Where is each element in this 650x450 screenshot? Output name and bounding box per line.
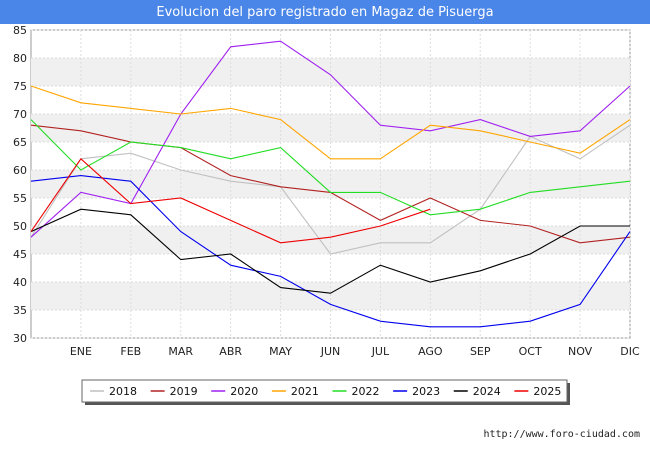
x-tick-label: JUL: [371, 345, 390, 358]
legend-label-2020: 2020: [230, 385, 258, 398]
y-tick-label: 85: [13, 24, 27, 37]
x-tick-label: OCT: [519, 345, 542, 358]
legend-box: [81, 379, 568, 403]
x-tick-label: NOV: [568, 345, 593, 358]
x-tick-label: MAR: [168, 345, 193, 358]
y-tick-label: 30: [13, 332, 27, 345]
footer-url: http://www.foro-ciudad.com: [483, 429, 640, 440]
x-tick-label: FEB: [120, 345, 141, 358]
legend-label-2021: 2021: [291, 385, 319, 398]
series-line-2024: [30, 208, 630, 294]
y-tick-label: 75: [13, 80, 27, 93]
x-tick-label: MAY: [269, 345, 292, 358]
series-line-2022: [30, 119, 631, 216]
legend-label-2023: 2023: [412, 385, 440, 398]
legend: 2018 2019 2020 2021 2022 2023 2024 2025: [81, 379, 570, 405]
x-tick-label: JUN: [320, 345, 341, 358]
legend-label-2019: 2019: [170, 385, 198, 398]
legend-label-2022: 2022: [352, 385, 380, 398]
x-axis: ENE FEB MAR ABR MAY JUN JUL AGO SEP OCT NOV DIC: [70, 345, 640, 358]
y-tick-label: 70: [13, 108, 27, 121]
y-tick-label: 40: [13, 276, 27, 289]
y-tick-label: 60: [13, 164, 27, 177]
y-tick-label: 65: [13, 136, 27, 149]
series-line-2023: [30, 175, 631, 328]
series-line-2021: [30, 85, 631, 160]
x-tick-label: AGO: [418, 345, 443, 358]
y-tick-label: 35: [13, 304, 27, 317]
x-tick-label: SEP: [470, 345, 491, 358]
series-lines: [30, 40, 631, 328]
series-line-2025: [30, 157, 431, 244]
y-tick-label: 55: [13, 192, 27, 205]
y-tick-label: 45: [13, 248, 27, 261]
x-tick-label: ENE: [70, 345, 92, 358]
x-tick-label: DIC: [620, 345, 640, 358]
legend-label-2025: 2025: [533, 385, 561, 398]
legend-label-2024: 2024: [473, 385, 501, 398]
legend-label-2018: 2018: [109, 385, 137, 398]
y-tick-label: 80: [13, 52, 27, 65]
chart-title: Evolucion del paro registrado en Magaz d…: [156, 5, 493, 20]
grid-lines: [31, 29, 631, 339]
title-bar: [0, 0, 650, 24]
y-axis: 30 35 40 45 50 55 60 65 70 75 80 85: [13, 24, 27, 345]
x-tick-label: ABR: [219, 345, 242, 358]
y-tick-label: 50: [13, 220, 27, 233]
